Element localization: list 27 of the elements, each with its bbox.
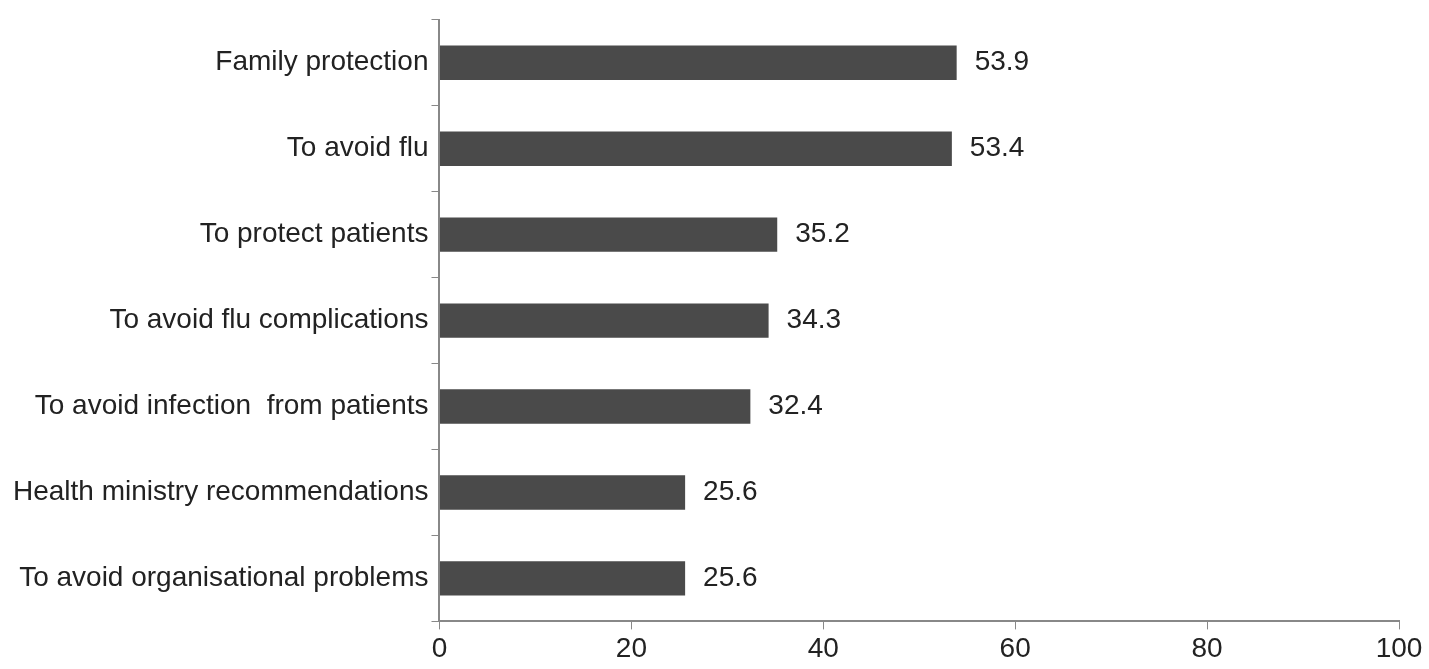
y-tick-label: To avoid infection from patients: [34, 389, 429, 421]
x-tick-label: 20: [615, 631, 647, 663]
bar: [439, 475, 686, 510]
x-tick-label: 60: [999, 631, 1031, 663]
bar: [439, 45, 957, 80]
bar: [439, 561, 686, 596]
bar: [439, 131, 952, 166]
data-label: 25.6: [703, 561, 758, 593]
y-tick-label: To avoid flu: [286, 131, 429, 163]
bar: [439, 389, 751, 424]
bar: [439, 303, 769, 338]
data-label: 25.6: [703, 475, 758, 507]
bar: [439, 217, 778, 252]
data-label: 34.3: [786, 303, 842, 335]
data-label: 53.9: [974, 45, 1030, 77]
y-tick-label: To avoid flu complications: [109, 303, 429, 335]
data-label: 53.4: [969, 131, 1025, 163]
y-tick-label: To protect patients: [199, 217, 429, 249]
data-label: 32.4: [768, 389, 823, 421]
x-tick-label: 80: [1191, 631, 1223, 663]
data-label: 35.2: [795, 217, 850, 249]
y-tick-label: To avoid organisational problems: [19, 561, 429, 593]
y-tick-label: Health ministry recommendations: [12, 475, 429, 507]
y-tick-label: Family protection: [215, 45, 429, 77]
x-tick-label: 40: [807, 631, 839, 663]
x-tick-label: 100: [1375, 631, 1423, 663]
x-tick-label: 0: [431, 631, 448, 663]
